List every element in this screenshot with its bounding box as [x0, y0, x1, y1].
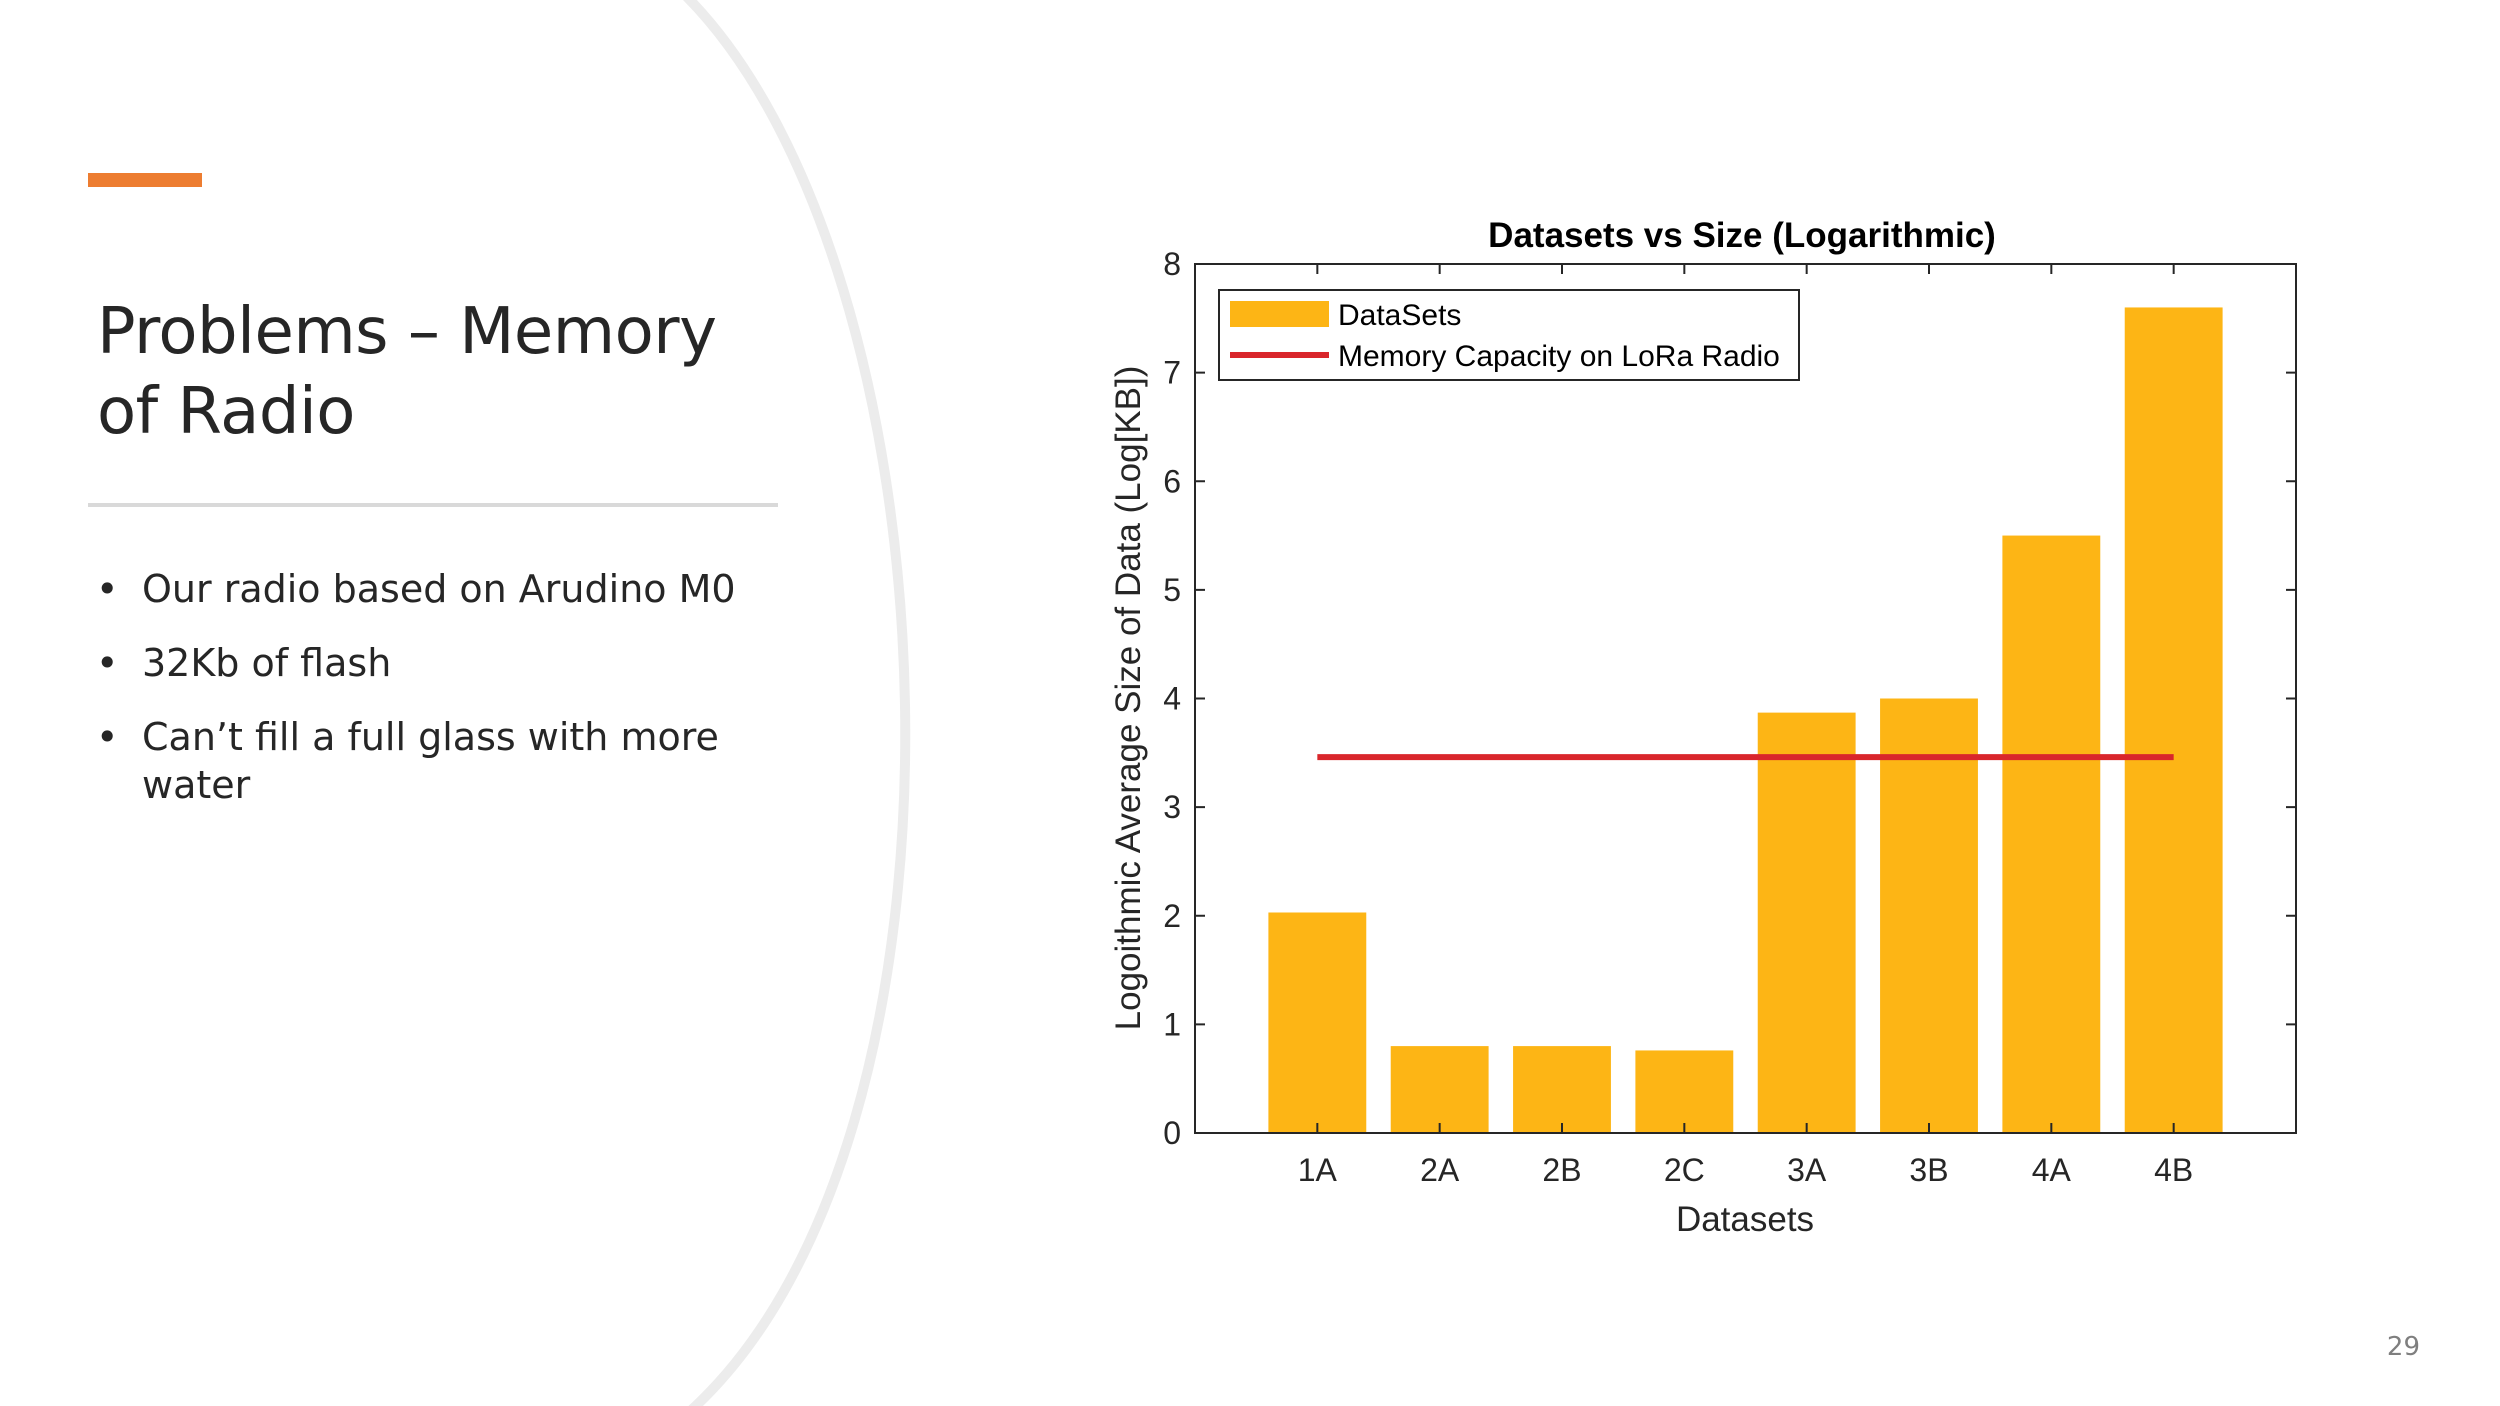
x-tick-label: 2A [1420, 1152, 1460, 1188]
bullet-item: • 32Kb of flash [96, 639, 776, 687]
y-tick-label: 4 [1163, 681, 1181, 717]
y-tick-label: 6 [1163, 463, 1181, 499]
bar-2B [1513, 1046, 1611, 1133]
bar-2A [1390, 1046, 1489, 1133]
bullet-item: • Our radio based on Arudino M0 [96, 565, 776, 613]
bar-4A [2002, 535, 2101, 1133]
x-tick-label: 3A [1787, 1152, 1827, 1188]
x-tick-label: 2B [1542, 1152, 1581, 1188]
bullet-text: 32Kb of flash [142, 641, 392, 685]
x-tick-label: 2C [1664, 1152, 1705, 1188]
x-axis: 1A 2A 2B 2C 3A 3B 4A 4B [1298, 264, 2193, 1188]
bullet-list: • Our radio based on Arudino M0 • 32Kb of … [96, 565, 776, 835]
x-tick-label: 4A [2032, 1152, 2072, 1188]
x-axis-label: Datasets [1676, 1200, 1814, 1239]
x-tick-label: 4B [2154, 1152, 2193, 1188]
bullet-symbol: • [96, 641, 119, 685]
y-tick-label: 7 [1163, 355, 1181, 391]
y-tick-label: 5 [1163, 572, 1181, 608]
bar-3B [1880, 698, 1978, 1133]
legend: DataSets Memory Capacity on LoRa Radio [1218, 289, 1800, 381]
bar-1A [1268, 912, 1367, 1133]
plot-frame [1194, 263, 2297, 1134]
x-tick-label: 3B [1909, 1152, 1948, 1188]
title-accent-bar [88, 173, 202, 187]
page-number: 29 [2386, 1332, 2420, 1362]
y-tick-label: 2 [1163, 898, 1181, 934]
slide-title: Problems – Memory of Radio [97, 295, 717, 449]
y-axis-label: Logoithmic Average Size of Data (Log[KB]… [1109, 366, 1148, 1031]
y-tick-label: 8 [1163, 246, 1181, 282]
bar-4B [2124, 307, 2223, 1133]
legend-label-datasets: DataSets [1338, 299, 1461, 332]
title-divider [88, 503, 778, 507]
bullet-item: • Can’t fill a full glass with more water [96, 713, 776, 809]
bullet-text: Can’t fill a full glass with more water [142, 715, 719, 807]
y-tick-label: 1 [1163, 1006, 1181, 1042]
bar-2C [1635, 1050, 1734, 1133]
legend-swatch-datasets [1230, 301, 1329, 327]
legend-label-memory-capacity: Memory Capacity on LoRa Radio [1338, 340, 1780, 373]
x-tick-label: 1A [1298, 1152, 1338, 1188]
y-tick-label: 3 [1163, 789, 1181, 825]
bullet-text: Our radio based on Arudino M0 [142, 567, 736, 611]
y-tick-label: 0 [1163, 1115, 1181, 1151]
bar-3A [1757, 712, 1856, 1133]
bullet-symbol: • [96, 715, 119, 759]
bullet-symbol: • [96, 567, 119, 611]
bar-series [1268, 307, 2223, 1133]
chart-title: Datasets vs Size (Logarithmic) [1488, 216, 1996, 255]
